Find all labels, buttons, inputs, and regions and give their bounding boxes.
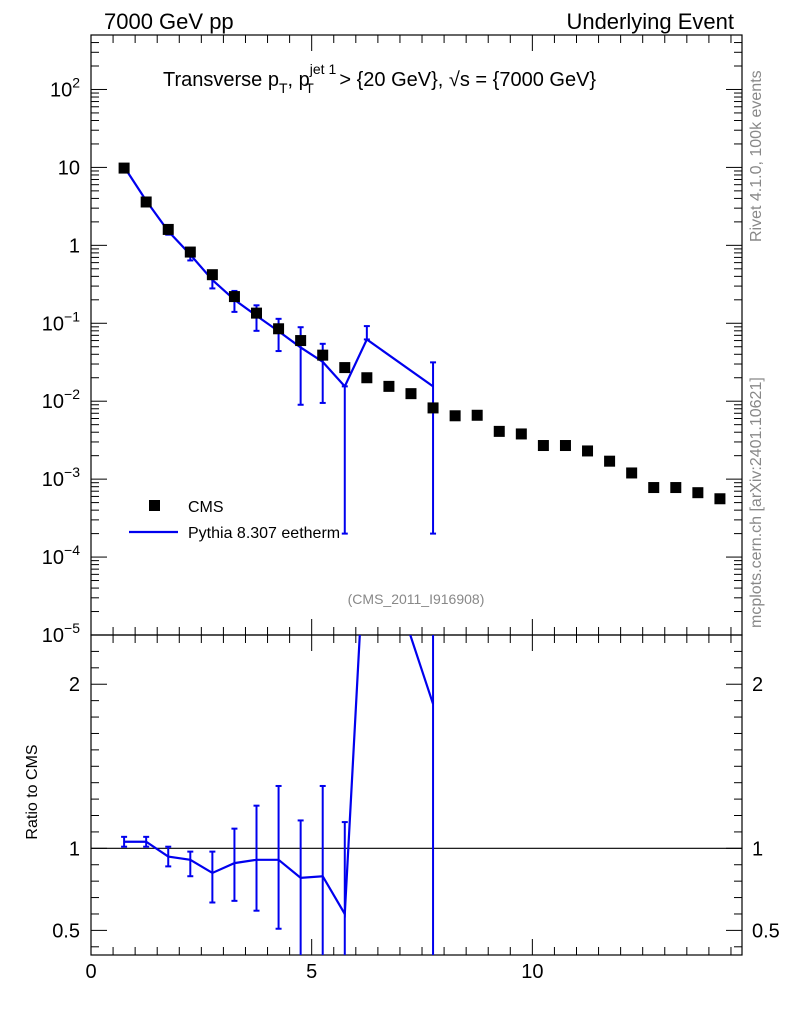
title-sub-1: T (279, 80, 288, 96)
pythia-line (123, 166, 434, 389)
cms-data-point (361, 372, 373, 384)
analysis-watermark: (CMS_2011_I916908) (348, 591, 485, 607)
cms-data-point (604, 455, 616, 467)
cms-data-point (493, 425, 505, 437)
main-data-series (118, 162, 726, 505)
legend-cms-label: CMS (188, 499, 224, 516)
axes-ticks (90, 34, 742, 955)
legend-pythia-label: Pythia 8.307 eetherm (188, 525, 340, 542)
main-plot-frame (90, 34, 743, 636)
cms-data-point (184, 246, 196, 258)
axis-tick-labels: 0 5 10 10−5 10−4 10−3 10−2 10−1 1 10 102 0.5 0.5 1 1 2 2 (42, 74, 780, 983)
cms-data-point (515, 428, 527, 440)
y-tick-label-ratio: 0.5 (52, 920, 80, 942)
cms-data-point (449, 410, 461, 422)
cms-data-point (118, 162, 130, 174)
cms-data-point (471, 409, 483, 421)
y-tick-label-main: 10−2 (42, 386, 80, 413)
ratio-series (121, 635, 435, 955)
cms-data-point (140, 196, 152, 208)
mcplots-label: mcplots.cern.ch [arXiv:2401.10621] (748, 377, 765, 628)
cms-data-point (339, 362, 351, 374)
cms-data-point (626, 467, 638, 479)
cms-data-point (714, 493, 726, 505)
cms-data-point (295, 335, 307, 347)
cms-data-point (670, 482, 682, 494)
title-main: Transverse p (163, 69, 279, 91)
y-tick-label-ratio-right: 0.5 (752, 920, 780, 942)
header-right: Underlying Event (566, 9, 734, 34)
y-tick-label-main: 10−4 (42, 542, 80, 569)
cms-data-point (582, 445, 594, 457)
cms-data-point (206, 269, 218, 281)
cms-data-point (228, 291, 240, 303)
y-tick-label-ratio: 1 (69, 838, 80, 860)
y-tick-label-main: 10−5 (42, 620, 80, 647)
x-tick-label: 10 (521, 961, 543, 983)
x-tick-label: 5 (306, 961, 317, 983)
cms-data-point (405, 388, 417, 400)
cms-data-point (383, 380, 395, 392)
y-tick-label-ratio: 2 (69, 674, 80, 696)
y-tick-label-main: 10 (58, 157, 80, 179)
ratio-y-axis-label: Ratio to CMS (24, 744, 41, 839)
y-tick-label-ratio-right: 2 (752, 674, 763, 696)
y-tick-label-main: 1 (69, 235, 80, 257)
rivet-version-label: Rivet 4.1.0, 100k events (748, 70, 765, 242)
x-tick-label: 0 (85, 961, 96, 983)
cms-data-point (273, 323, 285, 335)
cms-data-point (648, 482, 660, 494)
title-mid: , p (288, 69, 310, 91)
title-tail: > {20 GeV}, √s = {7000 GeV} (334, 69, 597, 91)
y-tick-label-main: 102 (50, 74, 80, 101)
cms-data-point (537, 440, 549, 452)
y-tick-label-ratio-right: 1 (752, 838, 763, 860)
cms-data-point (427, 402, 439, 414)
title-sup: jet 1 (309, 61, 337, 77)
y-tick-label-main: 10−3 (42, 464, 80, 491)
header-left: 7000 GeV pp (104, 9, 234, 34)
cms-data-point (692, 487, 704, 499)
cms-data-point (251, 307, 263, 319)
title-sub-2: T (305, 80, 314, 96)
y-tick-label-main: 10−1 (42, 308, 80, 335)
cms-data-point (317, 349, 329, 361)
cms-data-point (162, 223, 174, 235)
main-mc-series (121, 164, 437, 535)
legend: CMS Pythia 8.307 eetherm (129, 499, 340, 542)
ratio-plot-frame (90, 634, 743, 956)
cms-data-point (559, 440, 571, 452)
legend-cms-marker (149, 500, 160, 511)
